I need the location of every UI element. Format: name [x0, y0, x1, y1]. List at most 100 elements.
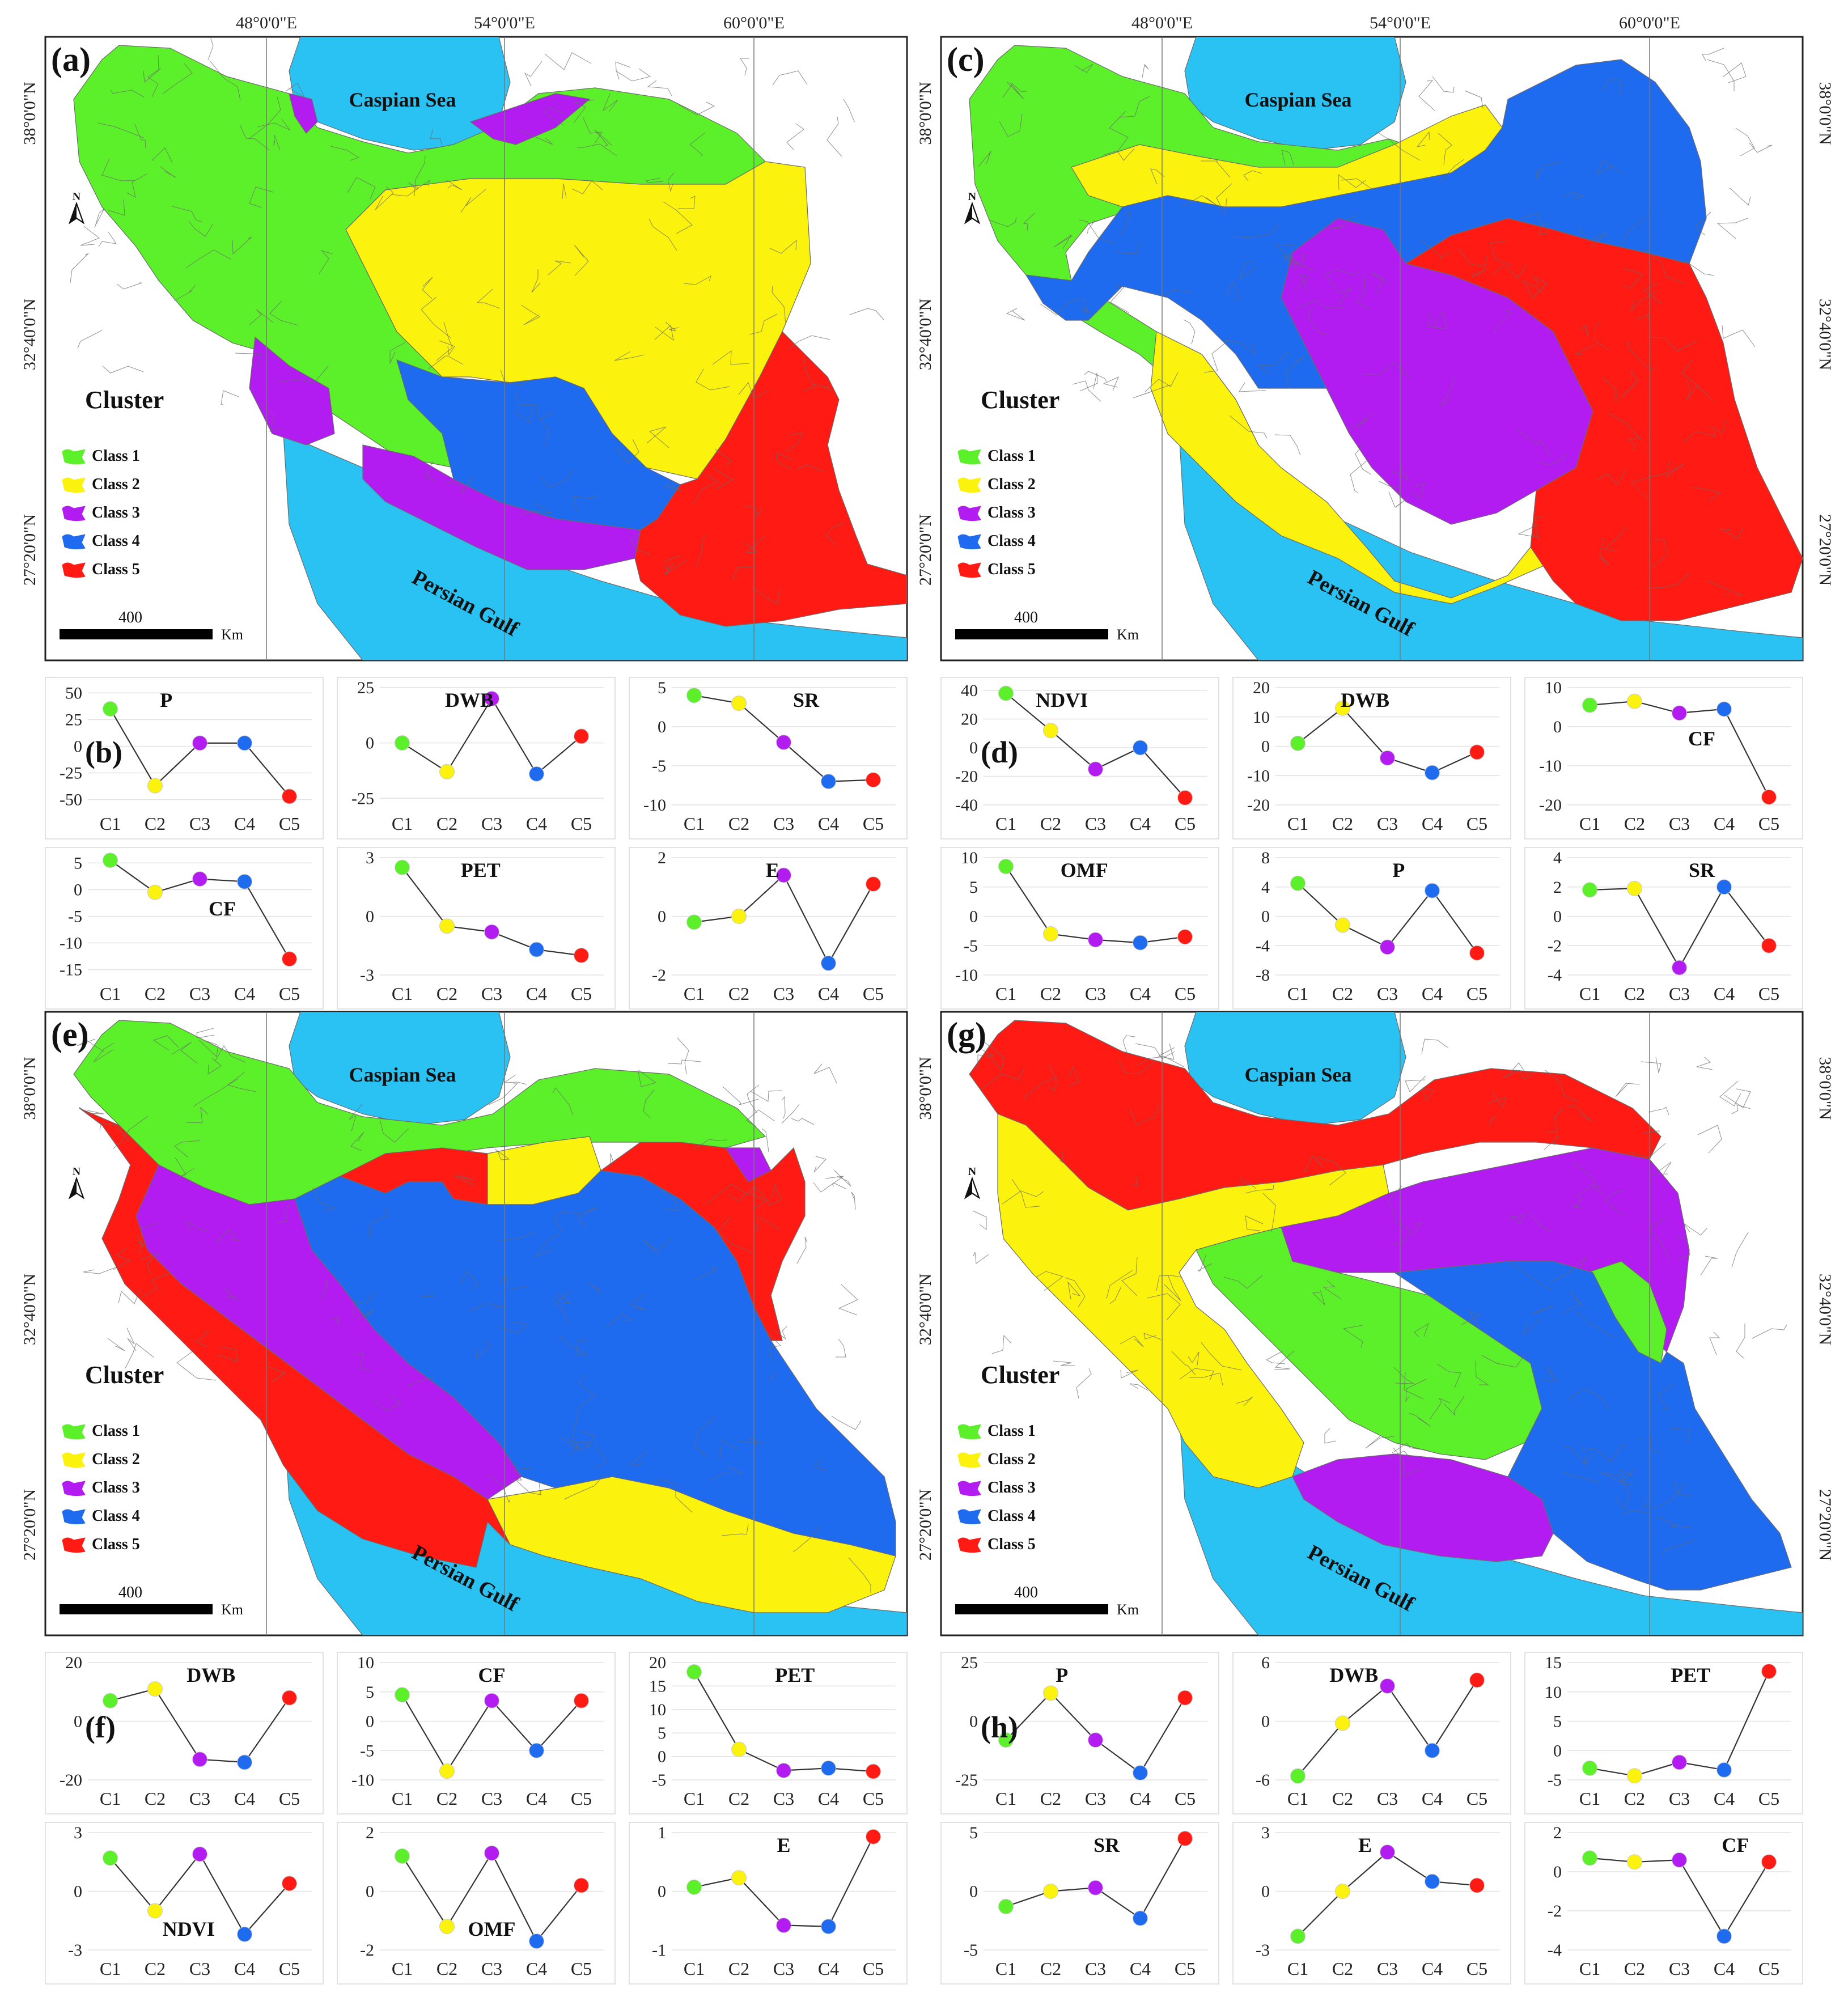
- subbasin-boundary: [602, 93, 618, 112]
- subbasin-boundary: [744, 536, 766, 553]
- panel-label: (g): [947, 1016, 986, 1053]
- data-point-c3: [1380, 1845, 1395, 1860]
- subbasin-boundary: [332, 1317, 340, 1325]
- data-point-c5: [1177, 790, 1193, 805]
- subbasin-boundaries-a: [70, 37, 884, 604]
- subbasin-boundary: [576, 1441, 590, 1448]
- data-point-c4: [1133, 740, 1148, 756]
- x-tick-label: C1: [995, 983, 1016, 1004]
- chart-e-f: 1 0 -1 C1 C2 C3 C4 C5 E: [629, 1822, 908, 1985]
- subbasin-boundary: [1350, 458, 1370, 493]
- data-point-c4: [237, 735, 252, 751]
- scale-unit: Km: [221, 1601, 243, 1618]
- data-point-c5: [1761, 1664, 1777, 1680]
- chart-omf-d: 10 5 0 -5 -10 C1 C2 C3 C4 C5 OMF: [940, 847, 1219, 1010]
- lat-label-38-g: 38°0'0"N: [916, 1057, 935, 1120]
- subbasin-boundary: [571, 180, 603, 194]
- chart-title: DWB: [1329, 1664, 1378, 1686]
- north-arrow-fill: [965, 1178, 972, 1198]
- data-point-c4: [237, 874, 252, 889]
- subbasin-boundary: [849, 308, 884, 320]
- graticule-labels: 48°0'0"E 54°0'0"E 60°0'0"E 48°0'0"E 54°0…: [20, 14, 1834, 1561]
- subbasin-boundary: [1735, 128, 1755, 156]
- subbasin-boundary: [1079, 219, 1114, 244]
- subbasin-boundary: [1393, 1447, 1421, 1477]
- scale-bar-fill: [60, 629, 213, 639]
- y-tick-label: 20: [65, 1653, 82, 1672]
- subbasin-boundary: [83, 1267, 116, 1274]
- legend-swatch-class1: [957, 449, 981, 465]
- chart-title: E: [777, 1834, 790, 1856]
- y-tick-label: -3: [360, 966, 374, 985]
- legend-label-class1: Class 1: [92, 447, 140, 465]
- subbasin-boundary: [757, 1216, 780, 1231]
- data-point-c2: [439, 1763, 455, 1779]
- subbasin-boundary: [1065, 1277, 1086, 1308]
- x-tick-label: C4: [234, 1788, 255, 1809]
- data-point-c3: [1088, 1732, 1103, 1748]
- subbasin-boundary: [354, 1353, 371, 1372]
- scale-bar-fill: [955, 629, 1108, 639]
- data-point-c1: [395, 735, 410, 751]
- y-tick-label: -5: [68, 908, 82, 926]
- subbasin-boundary: [1683, 1223, 1707, 1236]
- subbasin-boundary: [1201, 160, 1231, 178]
- north-arrow-fill: [70, 1178, 77, 1198]
- subbasin-boundary: [1133, 384, 1171, 398]
- data-point-c5: [1469, 945, 1485, 961]
- subbasin-boundary: [216, 1229, 240, 1243]
- x-tick-label: C5: [1466, 1958, 1487, 1979]
- x-tick-label: C3: [1377, 983, 1398, 1004]
- chart-frame: [629, 847, 908, 1010]
- subbasin-boundary: [1355, 443, 1372, 475]
- scale-value: 400: [1014, 609, 1038, 626]
- x-tick-label: C5: [279, 983, 300, 1004]
- subbasin-boundary: [773, 1326, 787, 1340]
- subbasin-boundary: [717, 1216, 751, 1253]
- chart-frame: [337, 847, 616, 1010]
- data-point-c5: [282, 788, 297, 804]
- y-tick-label: -20: [1247, 796, 1270, 815]
- y-tick-label: -25: [60, 764, 82, 783]
- subbasin-boundary: [683, 275, 711, 285]
- data-point-c1: [103, 1850, 118, 1866]
- x-tick-label: C3: [189, 1788, 210, 1809]
- data-point-c1: [686, 914, 702, 930]
- subbasin-boundary: [172, 206, 203, 223]
- data-point-c1: [1582, 1760, 1597, 1776]
- subbasin-boundary: [1709, 1332, 1720, 1355]
- subbasin-boundary: [560, 1435, 579, 1456]
- subbasin-boundary: [239, 124, 270, 151]
- subbasin-boundary: [1120, 213, 1132, 236]
- x-tick-label: C1: [1287, 983, 1308, 1004]
- subbasin-boundary: [1307, 307, 1326, 334]
- x-tick-label: C2: [1624, 1958, 1645, 1979]
- y-tick-label: -20: [60, 1771, 82, 1790]
- data-point-c1: [998, 859, 1014, 875]
- subbasin-boundary: [422, 277, 433, 299]
- data-point-c1: [998, 1732, 1014, 1748]
- subbasin-boundary: [79, 1106, 104, 1114]
- subbasin-boundary: [1562, 1445, 1595, 1465]
- y-tick-label: 1: [658, 1824, 666, 1842]
- chart-frame: [1232, 1822, 1511, 1985]
- x-tick-label: C3: [773, 983, 794, 1004]
- subbasin-boundary: [972, 1210, 987, 1230]
- subbasin-boundary: [1036, 1271, 1064, 1291]
- region-class2-g: [997, 1113, 1389, 1489]
- subbasin-boundary: [1438, 133, 1452, 165]
- subbasin-boundary: [1622, 268, 1643, 289]
- x-tick-label: C4: [1422, 983, 1443, 1004]
- subbasin-boundary: [802, 355, 815, 392]
- x-tick-label: C3: [189, 983, 210, 1004]
- subbasin-boundary: [217, 1346, 238, 1362]
- x-tick-label: C5: [1466, 813, 1487, 834]
- data-point-c4: [1716, 1762, 1732, 1778]
- y-tick-label: 4: [1553, 849, 1562, 867]
- y-tick-label: -15: [60, 961, 82, 980]
- subbasin-boundary: [1002, 83, 1027, 98]
- subbasin-boundary: [658, 1478, 693, 1513]
- subbasin-boundary: [663, 483, 683, 491]
- subbasin-boundary: [746, 1109, 775, 1127]
- subbasin-boundary: [1709, 420, 1726, 434]
